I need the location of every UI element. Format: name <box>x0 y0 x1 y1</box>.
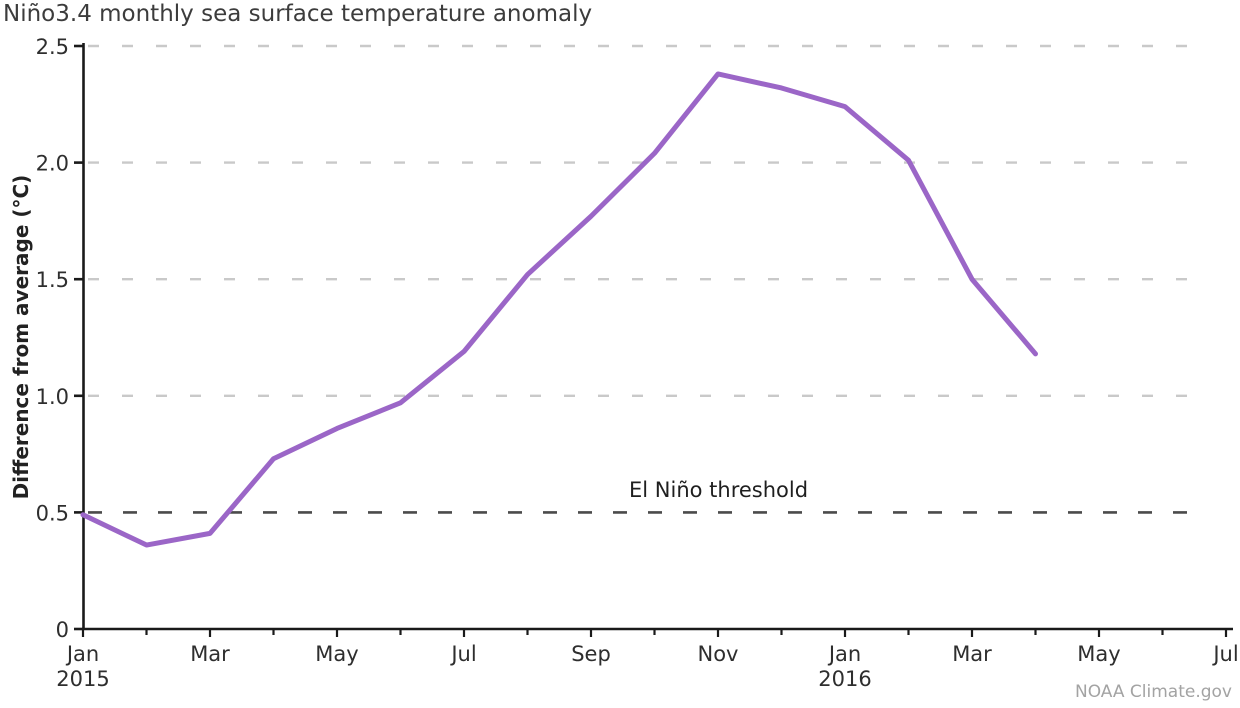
x-tick-label: Jul <box>449 642 476 666</box>
x-tick-label: Jan <box>65 642 99 666</box>
x-tick-label: May <box>315 642 358 666</box>
anomaly-line <box>80 71 1038 548</box>
y-tick-label: 0 <box>56 618 69 642</box>
chart-title: Niño3.4 monthly sea surface temperature … <box>3 1 593 27</box>
x-tick-label: Sep <box>571 642 611 666</box>
x-year-label: 2015 <box>56 667 109 691</box>
el-nino-threshold-label: El Niño threshold <box>629 478 809 502</box>
y-tick-label: 2.0 <box>36 152 69 176</box>
attribution-watermark: NOAA Climate.gov <box>1074 682 1232 702</box>
y-tick-label: 1.0 <box>36 385 69 409</box>
x-tick-label: Jan <box>827 642 861 666</box>
x-tick-label: Jul <box>1211 642 1238 666</box>
x-tick-label: May <box>1077 642 1120 666</box>
x-tick-label: Mar <box>952 642 992 666</box>
x-tick-label: Mar <box>190 642 230 666</box>
y-tick-label: 2.5 <box>36 35 69 59</box>
x-year-label: 2016 <box>818 667 871 691</box>
x-tick-label: Nov <box>698 642 739 666</box>
y-tick-label: 0.5 <box>36 501 69 525</box>
y-tick-label: 1.5 <box>36 268 69 292</box>
